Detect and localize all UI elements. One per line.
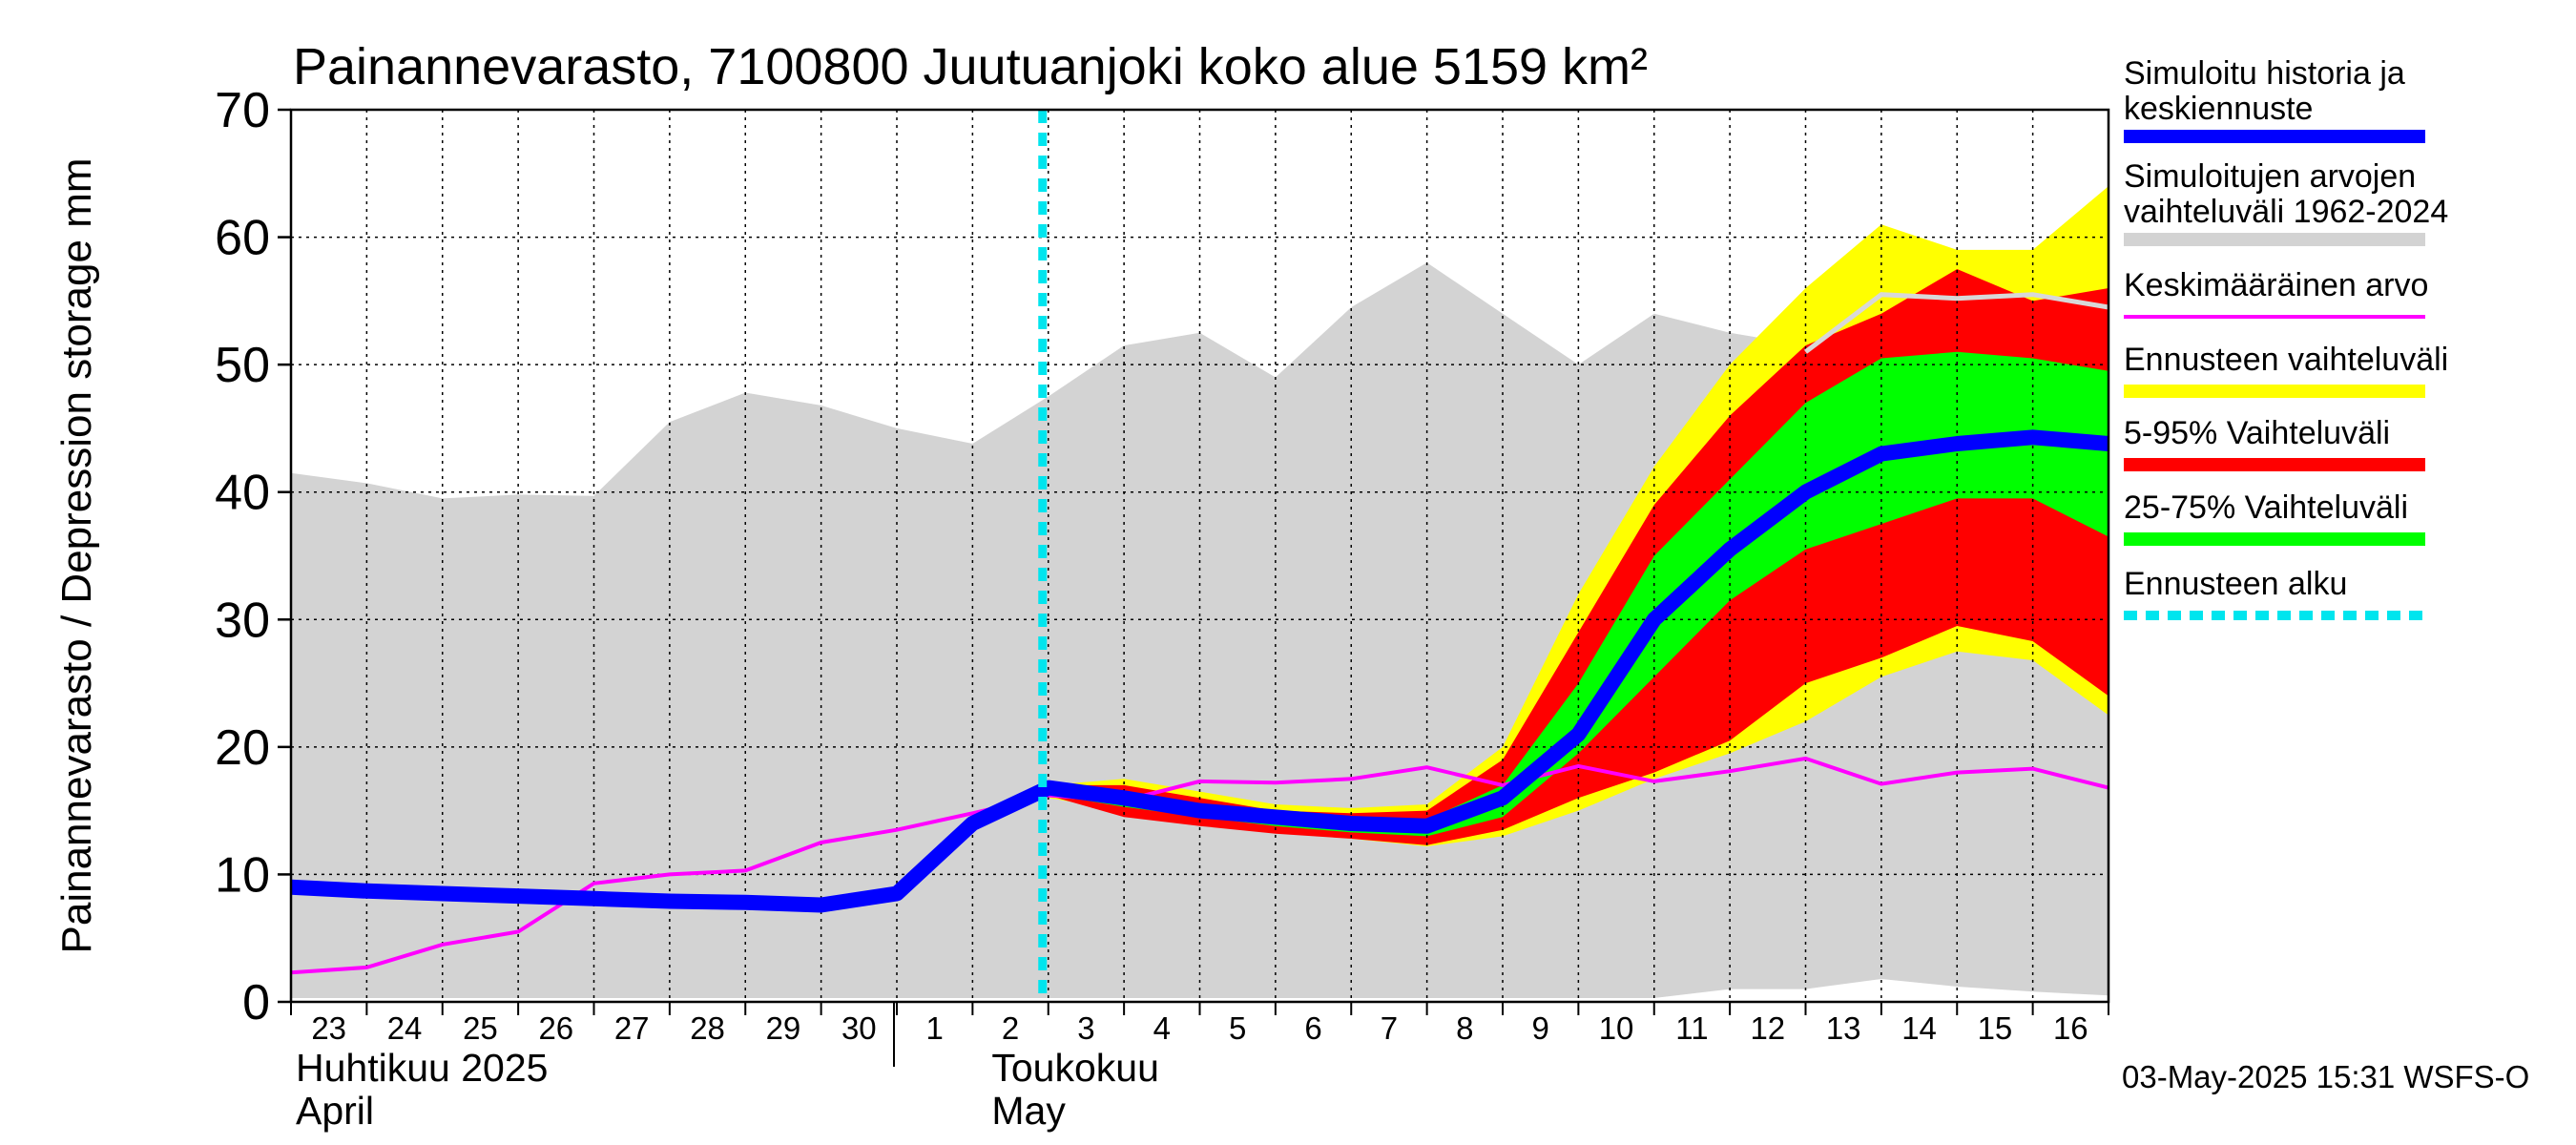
x-tick-label: 7 [1381, 1010, 1398, 1046]
x-tick-label: 11 [1675, 1010, 1708, 1046]
y-tick-label: 10 [215, 847, 270, 903]
x-tick-label: 27 [614, 1010, 650, 1046]
x-tick-label: 4 [1153, 1010, 1171, 1046]
x-tick-label: 28 [690, 1010, 725, 1046]
x-tick-label: 25 [463, 1010, 498, 1046]
legend-label: Simuloitujen arvojen [2124, 158, 2416, 195]
x-tick-label: 14 [1901, 1010, 1937, 1046]
sim-mean-line [1803, 292, 2109, 354]
month-label-en: May [991, 1089, 1066, 1133]
legend-label: vaihteluväli 1962-2024 [2124, 194, 2448, 230]
median-forecast-line [290, 429, 2109, 913]
legend-label: Simuloitu historia ja [2124, 55, 2405, 92]
x-tick-label: 1 [926, 1010, 944, 1046]
x-tick-label: 15 [1978, 1010, 2013, 1046]
footer-timestamp: 03-May-2025 15:31 WSFS-O [2122, 1059, 2529, 1094]
y-tick-label: 40 [215, 466, 270, 521]
axes [278, 108, 2110, 1067]
y-tick-label: 50 [215, 338, 270, 393]
y-tick-label: 60 [215, 211, 270, 266]
x-tick-label: 6 [1304, 1010, 1321, 1046]
x-tick-label: 13 [1826, 1010, 1861, 1046]
month-label-en: April [296, 1089, 374, 1133]
legend-label: Ennusteen alku [2124, 566, 2347, 602]
x-tick-label: 30 [841, 1010, 877, 1046]
legend-label: 25-75% Vaihteluväli [2124, 489, 2408, 526]
x-tick-label: 9 [1532, 1010, 1549, 1046]
month-label: Huhtikuu 2025 [296, 1046, 548, 1090]
month-label: Toukokuu [991, 1046, 1159, 1090]
y-tick-label: 0 [242, 975, 270, 1030]
x-tick-label: 23 [311, 1010, 346, 1046]
legend-label: Keskimääräinen arvo [2124, 267, 2428, 303]
legend-label: Ennusteen vaihteluväli [2124, 342, 2448, 378]
x-tick-label: 10 [1599, 1010, 1634, 1046]
x-tick-label: 3 [1077, 1010, 1094, 1046]
x-tick-label: 5 [1229, 1010, 1246, 1046]
plot-lines [290, 110, 2109, 1002]
x-tick-label: 24 [387, 1010, 423, 1046]
grid-lines [291, 110, 2109, 1002]
x-tick-label: 29 [766, 1010, 801, 1046]
x-tick-label: 2 [1002, 1010, 1019, 1046]
chart-title: Painannevarasto, 7100800 Juutuanjoki kok… [293, 38, 1648, 95]
y-tick-label: 70 [215, 83, 270, 138]
x-tick-label: 12 [1750, 1010, 1785, 1046]
average-line [290, 756, 2109, 975]
x-tick-label: 8 [1456, 1010, 1473, 1046]
y-tick-label: 20 [215, 720, 270, 776]
legend-label: keskiennuste [2124, 91, 2313, 127]
y-axis-label: Painannevarasto / Depression storage mm [53, 158, 100, 954]
y-tick-label: 30 [215, 593, 270, 648]
legend-label: 5-95% Vaihteluväli [2124, 415, 2390, 451]
x-tick-label: 16 [2053, 1010, 2088, 1046]
x-tick-label: 26 [538, 1010, 573, 1046]
